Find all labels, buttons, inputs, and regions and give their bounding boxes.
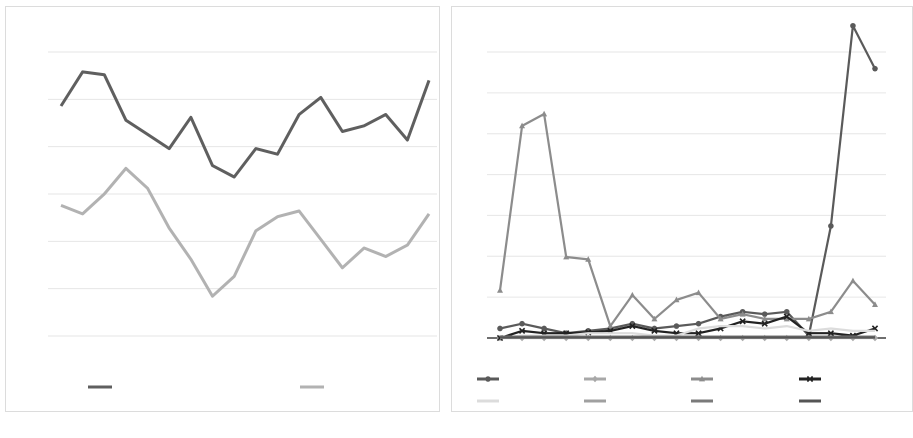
series-3-point-9 xyxy=(673,296,680,303)
series-line-1 xyxy=(499,24,876,337)
left-line-chart xyxy=(48,51,437,389)
series-1-point-13 xyxy=(761,311,768,317)
series-3-point-8 xyxy=(651,315,658,322)
series-1-point-2 xyxy=(519,320,525,327)
series-4-point-14 xyxy=(783,313,790,320)
series-3-point-12 xyxy=(739,310,746,317)
series-1-point-18 xyxy=(872,65,878,72)
series-1-point-10 xyxy=(695,320,702,327)
legend-marker-2 xyxy=(591,375,599,383)
legend-marker-3 xyxy=(699,375,705,382)
series-3-point-10 xyxy=(695,289,702,296)
series-3-point-11 xyxy=(717,315,724,322)
series-1-point-16 xyxy=(828,223,834,229)
series-3-point-2 xyxy=(519,122,526,129)
legend-marker-4 xyxy=(806,375,814,383)
series-4-point-12 xyxy=(739,318,746,325)
series-4-point-10 xyxy=(695,330,702,337)
series-3-point-4 xyxy=(563,253,570,260)
series-1-point-3 xyxy=(541,325,547,332)
series-3-point-5 xyxy=(585,256,592,262)
series-3-point-3 xyxy=(541,110,548,117)
series-4-point-8 xyxy=(651,327,658,335)
series-3-point-17 xyxy=(849,277,856,284)
right-line-chart xyxy=(477,22,886,403)
right-chart-panel xyxy=(447,0,913,438)
left-chart-panel xyxy=(0,0,445,438)
series-3-point-16 xyxy=(827,308,834,315)
series-3-point-7 xyxy=(629,291,636,298)
series-line-2 xyxy=(60,166,431,298)
series-line-3 xyxy=(498,112,876,328)
series-3-point-18 xyxy=(872,301,878,308)
series-4-point-13 xyxy=(761,320,768,327)
series-3-point-1 xyxy=(497,287,503,293)
series-4-point-7 xyxy=(629,322,636,330)
series-1-point-1 xyxy=(497,325,503,332)
series-4-point-2 xyxy=(518,327,526,335)
series-1-point-9 xyxy=(673,323,680,329)
series-3-point-6 xyxy=(607,322,614,329)
series-4-point-16 xyxy=(827,330,835,337)
series-3-point-15 xyxy=(805,315,812,322)
series-1-point-14 xyxy=(783,308,790,315)
series-3-point-13 xyxy=(761,315,768,322)
legend-marker-1 xyxy=(485,376,491,382)
series-line-1 xyxy=(59,70,431,179)
series-3-point-14 xyxy=(783,315,790,322)
series-1-point-17 xyxy=(850,22,856,29)
